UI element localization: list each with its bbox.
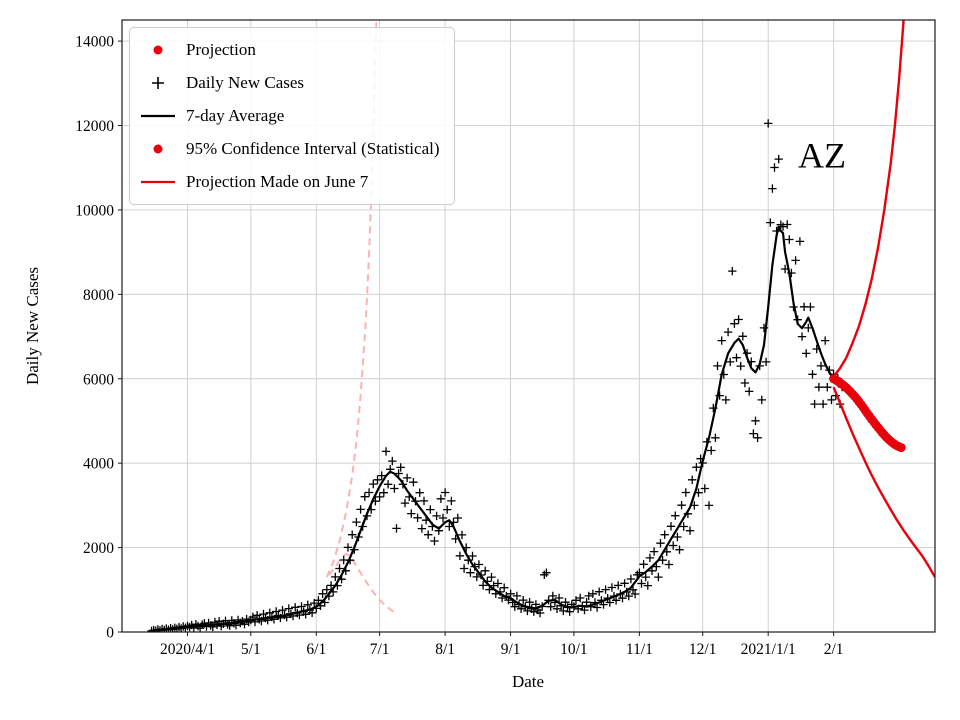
legend-item: 95% Confidence Interval (Statistical)	[138, 136, 440, 162]
legend-item: Projection	[138, 37, 440, 63]
state-annotation: AZ	[798, 136, 846, 176]
y-tick-label: 2000	[83, 540, 114, 557]
y-tick-label: 0	[106, 625, 114, 642]
x-tick-label: 5/1	[241, 641, 261, 658]
legend-item: Projection Made on June 7	[138, 169, 440, 195]
legend-label: 7-day Average	[186, 106, 285, 125]
legend-label: 95% Confidence Interval (Statistical)	[186, 139, 440, 158]
legend-item: Daily New Cases	[138, 70, 440, 96]
x-tick-label: 11/1	[626, 641, 653, 658]
x-tick-label: 9/1	[501, 641, 521, 658]
x-tick-label: 8/1	[435, 641, 455, 658]
confidence-interval-lower-line	[832, 386, 935, 578]
legend-label: Projection	[186, 40, 256, 59]
x-tick-label: 2020/4/1	[160, 641, 215, 658]
x-tick-label: 2/1	[824, 641, 844, 658]
average-line-icon	[138, 107, 178, 125]
daily-cases-plus-icon	[138, 74, 178, 92]
x-tick-label: 7/1	[370, 641, 390, 658]
x-tick-label: 2021/1/1	[741, 641, 796, 658]
chart-legend: Projection Daily New Cases 7-day Average 95…	[129, 27, 455, 205]
y-tick-label: 14000	[75, 34, 114, 51]
projection-dot-icon	[138, 41, 178, 59]
plot-frame	[121, 19, 936, 633]
y-tick-label: 4000	[83, 456, 114, 473]
y-tick-label: 10000	[75, 202, 114, 219]
june7-projection-line-icon	[138, 173, 178, 191]
projection-dots	[829, 374, 906, 453]
y-tick-label: 8000	[83, 287, 114, 304]
x-tick-label: 10/1	[560, 641, 588, 658]
y-tick-label: 12000	[75, 118, 114, 135]
june7-projection-ci-upper-line	[325, 20, 378, 578]
legend-label: Daily New Cases	[186, 73, 305, 92]
seven-day-average-line	[151, 225, 835, 632]
x-axis-label: Date	[511, 672, 545, 691]
plot-area	[147, 20, 935, 632]
legend-label: Projection Made on June 7	[186, 172, 369, 191]
legend-item: 7-day Average	[138, 103, 440, 129]
y-axis-label: Daily New Cases	[23, 266, 42, 386]
x-tick-label: 12/1	[689, 641, 717, 658]
confidence-interval-dot-icon	[138, 140, 178, 158]
y-tick-label: 6000	[83, 371, 114, 388]
confidence-interval-upper-line	[832, 20, 905, 378]
axis-ticks	[118, 40, 835, 636]
x-tick-label: 6/1	[306, 641, 326, 658]
